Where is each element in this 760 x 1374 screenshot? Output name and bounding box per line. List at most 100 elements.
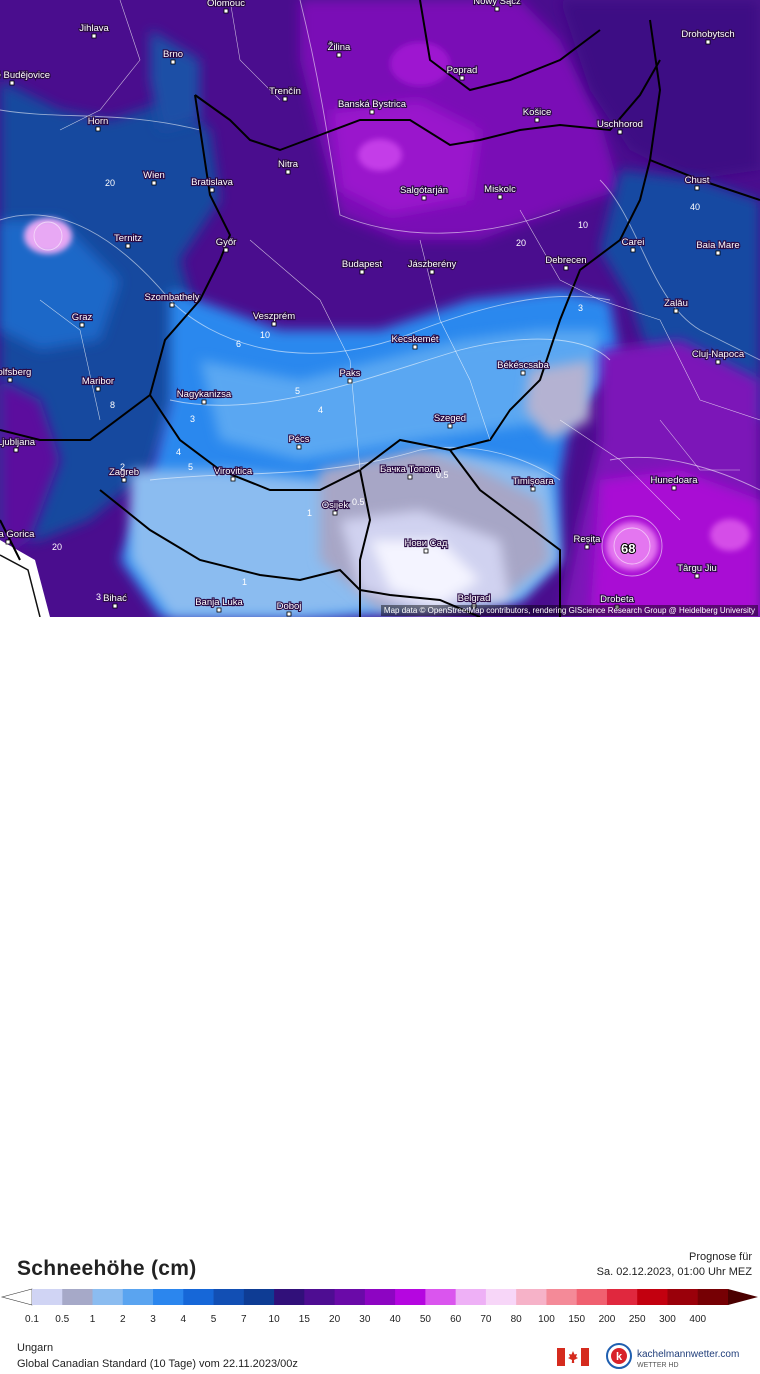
snow-depth-map[interactable]: Olomouc Nowy Sącz Jihlava Drohobytsch Brno Ži… <box>0 0 760 617</box>
city-marker[interactable]: Belgrad <box>457 592 491 609</box>
city-marker[interactable]: Graz <box>71 311 94 328</box>
city-marker[interactable]: Chust <box>683 174 711 191</box>
legend-footer: Schneehöhe (cm) Prognose für Sa. 02.12.2… <box>0 617 760 1370</box>
city-label: Pécs <box>288 434 309 445</box>
kachelmann-logo-icon: k <box>606 1343 632 1369</box>
city-marker[interactable]: Timișoara <box>511 475 555 492</box>
city-marker[interactable]: Banská Bystrica <box>337 98 408 115</box>
colorbar-tick-label: 5 <box>210 1314 217 1325</box>
city-marker[interactable]: Košice <box>522 106 552 123</box>
brand-name[interactable]: kachelmannwetter.com <box>637 1349 740 1360</box>
city-marker[interactable]: Zagreb <box>108 466 140 483</box>
city-label: Žilina <box>328 42 351 53</box>
forecast-label: Prognose für <box>689 1251 752 1263</box>
city-marker[interactable]: Trenčín <box>268 85 302 102</box>
city-marker[interactable]: Drobeta <box>599 593 636 610</box>
city-marker[interactable]: Salgótarján <box>399 184 449 201</box>
city-dot-icon <box>412 344 418 350</box>
city-marker[interactable]: Drohobytsch <box>680 28 736 45</box>
city-marker[interactable]: Debrecen <box>544 254 588 271</box>
city-marker[interactable]: Zalău <box>663 297 689 314</box>
colorbar-swatch <box>334 1289 366 1305</box>
city-label: Нови Сад <box>405 538 448 549</box>
city-marker[interactable]: Nagykanizsa <box>176 388 233 405</box>
city-marker[interactable]: Nova Gorica <box>0 528 36 545</box>
colorbar-tick-label: 300 <box>659 1314 676 1325</box>
city-marker[interactable]: Jászberény <box>407 258 458 275</box>
city-label: České Budějovice <box>0 70 50 81</box>
city-marker[interactable]: Cluj-Napoca <box>691 348 746 365</box>
colorbar-tick-label: 3 <box>150 1314 156 1325</box>
city-marker[interactable]: Nitra <box>277 158 300 175</box>
city-marker[interactable]: Poprad <box>446 64 478 81</box>
map-canvas: Olomouc Nowy Sącz Jihlava Drohobytsch Brno Ži… <box>0 0 760 617</box>
city-marker[interactable]: Doboj <box>275 600 303 617</box>
city-marker[interactable]: Jihlava <box>78 22 111 39</box>
city-marker[interactable]: Нови Сад <box>403 537 449 554</box>
city-dot-icon <box>530 486 536 492</box>
city-marker[interactable]: Brno <box>162 48 184 65</box>
city-label: Nowy Sącz <box>473 0 521 7</box>
city-marker[interactable]: Ljubljana <box>0 436 37 453</box>
forecast-time: Sa. 02.12.2023, 01:00 Uhr MEZ <box>596 1266 752 1278</box>
city-marker[interactable]: Pécs <box>287 433 311 450</box>
city-dot-icon <box>471 603 477 609</box>
city-marker[interactable]: Szombathely <box>143 291 201 308</box>
colorbar-tick-label: 40 <box>389 1314 401 1325</box>
city-dot-icon <box>223 8 229 14</box>
city-dot-icon <box>563 265 569 271</box>
city-marker[interactable]: Ternitz <box>113 232 143 249</box>
city-marker[interactable]: Târgu Jiu <box>676 562 718 579</box>
city-label: Brno <box>163 49 183 60</box>
colorbar-tick-label: 30 <box>359 1314 371 1325</box>
city-marker[interactable]: Virovitica <box>213 465 254 482</box>
isoline-label: 10 <box>260 330 270 340</box>
colorbar-swatch <box>32 1289 63 1305</box>
city-label: Drobeta <box>600 594 635 605</box>
city-marker[interactable]: Uschhorod <box>596 118 644 135</box>
colorbar-tick-label: 250 <box>628 1314 646 1325</box>
city-marker[interactable]: Maribor <box>81 375 115 392</box>
city-marker[interactable]: Žilina <box>327 41 352 58</box>
isoline-label: 10 <box>578 220 588 230</box>
city-dot-icon <box>95 386 101 392</box>
city-marker[interactable]: Bihać <box>102 592 128 609</box>
colorbar-tick-label: 200 <box>598 1314 616 1325</box>
city-marker[interactable]: Бачка Топола <box>379 463 442 480</box>
city-marker[interactable]: Budapest <box>341 258 384 275</box>
city-marker[interactable]: Horn <box>87 115 109 132</box>
city-marker[interactable]: Wolfsberg <box>0 366 32 383</box>
city-label: Wolfsberg <box>0 367 31 378</box>
isoline-label: 4 <box>176 447 181 457</box>
city-marker[interactable]: Carei <box>621 236 645 253</box>
city-dot-icon <box>673 308 679 314</box>
city-marker[interactable]: Osijek <box>321 499 350 516</box>
city-marker[interactable]: Paks <box>338 367 362 384</box>
city-marker[interactable]: Győr <box>215 236 237 253</box>
city-marker[interactable]: Baia Mare <box>695 239 741 256</box>
city-marker[interactable]: České Budějovice <box>0 69 51 86</box>
city-marker[interactable]: Olomouc <box>206 0 246 14</box>
city-marker[interactable]: Nowy Sącz <box>472 0 522 12</box>
city-marker[interactable]: Hunedoara <box>649 474 699 491</box>
city-label: Békéscsaba <box>497 360 549 371</box>
city-label: Cluj-Napoca <box>692 349 745 360</box>
city-dot-icon <box>13 447 19 453</box>
city-marker[interactable]: Szeged <box>433 412 467 429</box>
city-marker[interactable]: Banja Luka <box>194 596 245 613</box>
city-marker[interactable]: Miskolc <box>483 183 517 200</box>
city-dot-icon <box>359 269 365 275</box>
city-dot-icon <box>7 377 13 383</box>
city-marker[interactable]: Reșița <box>572 533 602 550</box>
city-label: Timișoara <box>512 476 554 487</box>
city-marker[interactable]: Veszprém <box>252 310 296 327</box>
colorbar-swatch <box>546 1289 578 1305</box>
colorbar-swatch <box>485 1289 517 1305</box>
city-marker[interactable]: Békéscsaba <box>496 359 551 376</box>
isoline-label: 0.5 <box>352 497 365 507</box>
city-marker[interactable]: Bratislava <box>190 176 235 193</box>
city-marker[interactable]: Kecskemét <box>390 333 440 350</box>
city-label: Wien <box>143 170 165 181</box>
city-marker[interactable]: Wien <box>142 169 166 186</box>
